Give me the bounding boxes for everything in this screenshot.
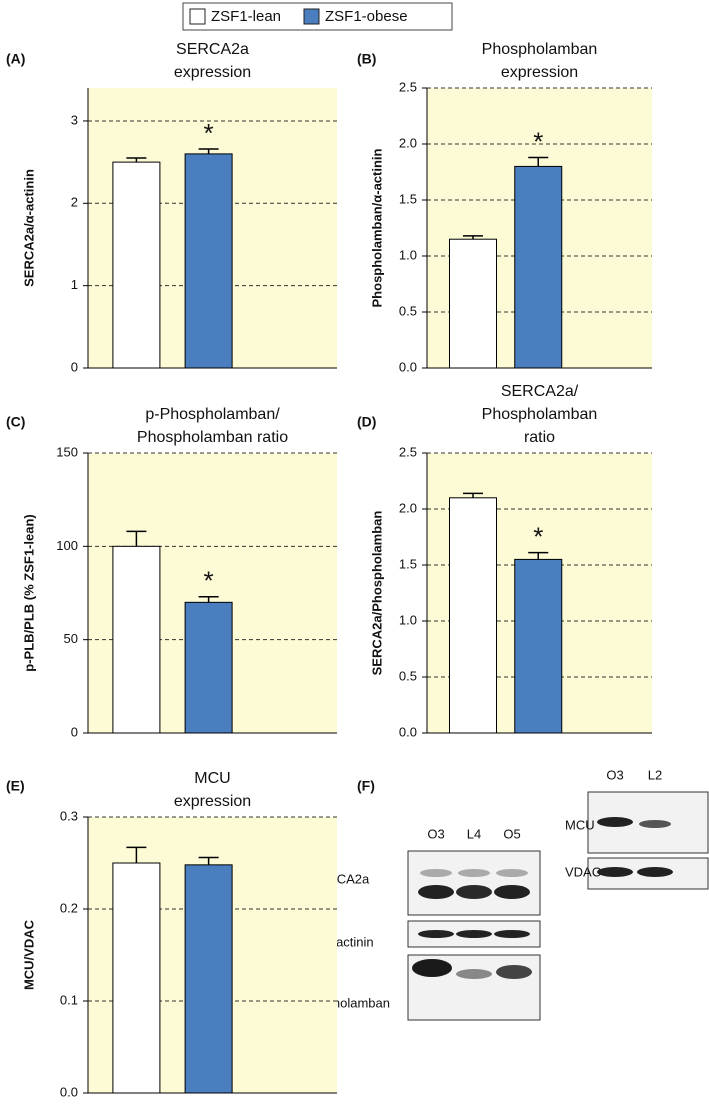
band — [456, 885, 492, 899]
y-tick-label: 150 — [56, 444, 78, 459]
row-label: MCU — [565, 817, 595, 832]
y-tick-label: 0.0 — [399, 724, 417, 739]
y-tick-label: 0.1 — [60, 992, 78, 1007]
panel-label: (D) — [357, 414, 376, 430]
band — [597, 867, 633, 877]
y-tick-label: 0.0 — [399, 359, 417, 374]
chart-title: p-Phospholamban/ — [145, 406, 280, 423]
significance-marker: * — [533, 522, 543, 552]
chart-title: Phospholamban ratio — [137, 429, 288, 446]
bar — [449, 497, 497, 734]
bar — [112, 161, 161, 369]
band — [496, 965, 532, 979]
band — [456, 969, 492, 979]
band — [420, 869, 452, 877]
panel-label: (A) — [6, 51, 25, 67]
bar — [112, 862, 161, 1094]
chart-title: MCU — [194, 770, 230, 787]
y-tick-label: 100 — [56, 538, 78, 553]
y-tick-label: 1.5 — [399, 191, 417, 206]
y-tick-label: 0.5 — [399, 668, 417, 683]
y-axis-label: p-PLB/PLB (% ZSF1-lean) — [21, 514, 36, 671]
y-tick-label: 2.0 — [399, 500, 417, 515]
y-axis-label: MCU/VDAC — [21, 919, 36, 990]
chart-title: Phospholamban — [482, 41, 598, 58]
chart-title: SERCA2a — [176, 41, 249, 58]
band — [496, 869, 528, 877]
band — [639, 820, 671, 828]
bar — [184, 153, 233, 369]
chart-title: ratio — [524, 429, 555, 446]
band — [418, 885, 454, 899]
lane-label: O3 — [606, 767, 623, 782]
y-tick-label: 0 — [71, 724, 78, 739]
chart-title: Phospholamban — [482, 406, 598, 423]
bar — [449, 238, 497, 369]
chart-title: expression — [174, 64, 251, 81]
y-axis-label: SERCA2a/α-actinin — [21, 169, 36, 287]
y-tick-label: 0 — [71, 359, 78, 374]
legend-swatch — [303, 8, 320, 25]
y-axis-label: Phospholamban/α-actinin — [369, 148, 384, 307]
lane-label: L4 — [467, 826, 481, 841]
y-tick-label: 0.5 — [399, 303, 417, 318]
y-tick-label: 2.0 — [399, 135, 417, 150]
y-tick-label: 50 — [64, 631, 78, 646]
y-tick-label: 0.3 — [60, 808, 78, 823]
band — [412, 959, 452, 977]
significance-marker: * — [204, 118, 214, 148]
row-label: VDAC — [565, 864, 601, 879]
band — [494, 930, 530, 938]
chart-title: SERCA2a/ — [501, 383, 579, 400]
y-tick-label: 0.0 — [60, 1084, 78, 1099]
y-tick-label: 1.5 — [399, 556, 417, 571]
y-tick-label: 0.2 — [60, 900, 78, 915]
bar — [112, 545, 161, 734]
significance-marker: * — [533, 126, 543, 156]
legend-label: ZSF1-obese — [325, 8, 408, 25]
lane-label: O5 — [503, 826, 520, 841]
band — [458, 869, 490, 877]
panel-label: (C) — [6, 414, 25, 430]
y-tick-label: 2 — [71, 195, 78, 210]
significance-marker: * — [204, 566, 214, 596]
bar — [514, 558, 563, 734]
chart-title: expression — [501, 64, 578, 81]
band — [418, 930, 454, 938]
y-tick-label: 2.5 — [399, 444, 417, 459]
y-tick-label: 1.0 — [399, 612, 417, 627]
panel-label: (B) — [357, 51, 376, 67]
legend-label: ZSF1-lean — [211, 8, 281, 25]
band — [494, 885, 530, 899]
blot-right: O3 L2 MCU VDAC — [565, 767, 709, 890]
lane-label: O3 — [427, 826, 444, 841]
lane-label: L2 — [648, 767, 662, 782]
legend-swatch — [189, 8, 206, 25]
y-tick-label: 1 — [71, 277, 78, 292]
bar — [184, 864, 233, 1094]
y-axis-label: SERCA2a/Phospholamban — [369, 511, 384, 676]
y-tick-label: 1.0 — [399, 247, 417, 262]
band — [637, 867, 673, 877]
bar — [184, 601, 233, 734]
y-tick-label: 3 — [71, 112, 78, 127]
panel-label: (F) — [357, 778, 375, 794]
bar — [514, 165, 563, 369]
y-tick-label: 2.5 — [399, 79, 417, 94]
chart-title: expression — [174, 793, 251, 810]
blot — [407, 850, 541, 916]
band — [456, 930, 492, 938]
band — [597, 817, 633, 827]
panel-label: (E) — [6, 778, 25, 794]
